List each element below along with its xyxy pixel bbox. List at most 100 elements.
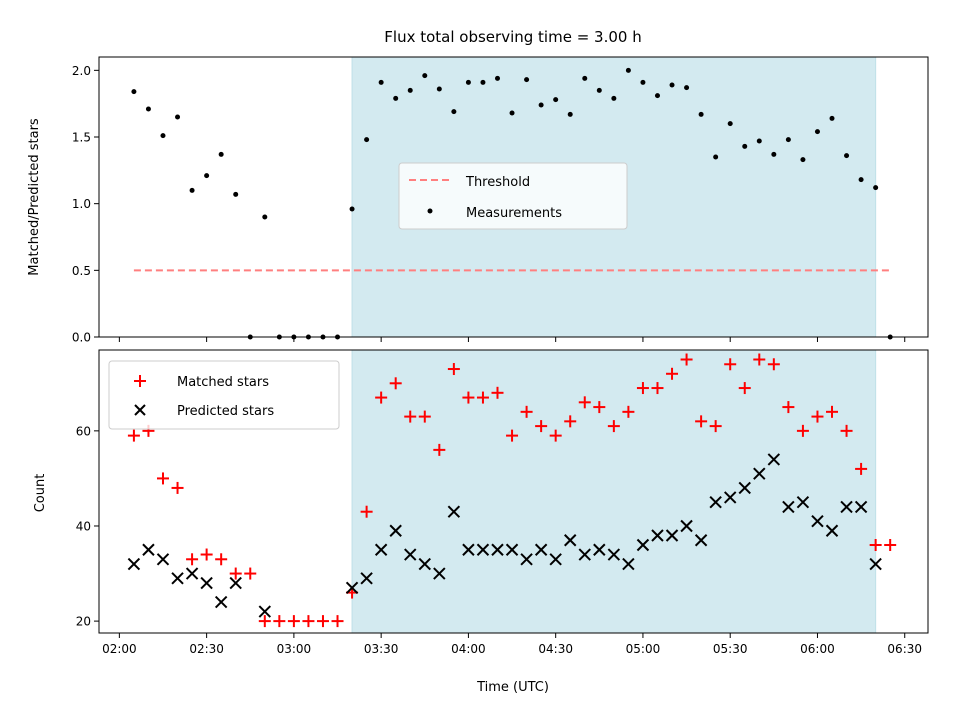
matched-star-point (316, 615, 329, 628)
predicted-star-point (753, 467, 766, 480)
predicted-star-point (825, 524, 839, 537)
measurement-point (364, 137, 370, 143)
matched-star-point (244, 567, 257, 580)
predicted-star-point (171, 572, 184, 585)
matched-star-point (331, 615, 344, 628)
matched-star-point (258, 615, 271, 628)
top-y-tick-label: 2.0 (72, 64, 91, 78)
predicted-star-point (462, 543, 475, 556)
matched-star-point (491, 386, 504, 399)
matched-star-point (433, 443, 446, 456)
x-tick-label: 04:30 (538, 642, 573, 656)
x-tick-label: 02:30 (189, 642, 224, 656)
matched-star-point (404, 410, 417, 423)
bottom-panel: 20 40 60 02:00 02:30 03:00 03:30 04:00 04:30 05:0… (76, 349, 929, 656)
predicted-star-point (593, 543, 606, 556)
predicted-star-point (578, 548, 591, 561)
matched-star-point (782, 401, 795, 414)
top-y-tick-label: 1.5 (72, 131, 91, 145)
measurement-point (596, 87, 602, 93)
matched-star-point (273, 615, 286, 628)
predicted-star-point (636, 538, 650, 552)
top-y-tick-label: 0.0 (72, 331, 91, 345)
measurement-point (640, 79, 646, 85)
predicted-star-point (564, 534, 577, 547)
measurement-point (785, 137, 791, 143)
matched-star-point (593, 401, 606, 414)
matched-star-point (680, 353, 693, 366)
bottom-y-tick-label: 20 (76, 615, 91, 629)
x-tick-label: 03:00 (277, 642, 312, 656)
x-tick-label: 06:00 (800, 642, 835, 656)
matched-star-point (447, 363, 460, 376)
measurement-point (189, 187, 195, 193)
measurement-point (524, 77, 530, 83)
measurement-point (844, 153, 850, 159)
predicted-star-point (389, 524, 402, 537)
measurement-point (727, 121, 733, 127)
bottom-legend: Matched stars Predicted stars (108, 360, 340, 430)
measurement-point (204, 173, 210, 179)
predicted-star-point (214, 595, 228, 609)
measurement-point (131, 89, 137, 95)
predicted-star-point (723, 491, 737, 504)
legend-measurements-swatch (427, 208, 433, 214)
predicted-star-point (680, 519, 693, 533)
matched-star-point (840, 424, 853, 437)
matched-star-point (360, 505, 373, 518)
bottom-y-tick-label: 60 (76, 424, 91, 438)
top-legend: Threshold Measurements (398, 162, 628, 230)
matched-star-point (506, 429, 519, 442)
matched-star-point (186, 553, 199, 566)
matched-star-point (724, 358, 737, 371)
bottom-y-tick-label: 40 (76, 519, 91, 533)
top-y-axis-label: Matched/Predicted stars (27, 118, 42, 276)
x-tick-label: 05:00 (626, 642, 661, 656)
measurement-point (509, 110, 515, 116)
predicted-star-point (476, 543, 490, 556)
matched-star-point (127, 429, 140, 442)
legend-threshold-label: Threshold (465, 175, 530, 190)
measurement-point (582, 75, 588, 81)
predicted-star-point (491, 543, 504, 556)
measurement-point (262, 214, 268, 220)
predicted-star-point (811, 515, 824, 528)
x-tick-label: 05:30 (713, 642, 748, 656)
predicted-star-point (738, 481, 751, 495)
measurement-point (465, 79, 471, 85)
matched-star-point (200, 548, 213, 561)
predicted-star-point (505, 543, 519, 556)
measurement-point (669, 82, 675, 88)
predicted-star-point (607, 548, 621, 561)
measurement-point (756, 138, 762, 144)
bottom-axes-frame (98, 349, 929, 634)
bottom-legend-box (108, 360, 340, 430)
matched-star-point (709, 420, 722, 433)
matched-star-point (156, 472, 169, 485)
matched-star-point (869, 539, 882, 552)
predicted-star-point (447, 505, 461, 518)
matched-star-point (826, 405, 839, 418)
matched-star-point (462, 391, 475, 404)
measurement-point (480, 79, 486, 85)
measurement-point (175, 114, 181, 120)
predicted-star-point (200, 576, 213, 590)
predicted-star-point (869, 557, 882, 571)
predicted-star-point (258, 605, 272, 618)
matched-star-point (520, 405, 533, 418)
matched-star-point (564, 415, 577, 428)
predicted-star-point (796, 495, 810, 509)
measurement-point (378, 79, 384, 85)
x-tick-label: 03:30 (364, 642, 399, 656)
matched-star-point (811, 410, 824, 423)
measurement-point (625, 67, 631, 73)
predicted-star-point (854, 500, 868, 514)
matched-star-point (375, 391, 388, 404)
predicted-star-point (185, 567, 199, 580)
predicted-star-point (709, 495, 722, 509)
top-legend-box (398, 162, 628, 230)
predicted-star-point (156, 553, 170, 566)
matched-star-point (666, 367, 679, 380)
bottom-y-axis-label: Count (33, 474, 48, 513)
